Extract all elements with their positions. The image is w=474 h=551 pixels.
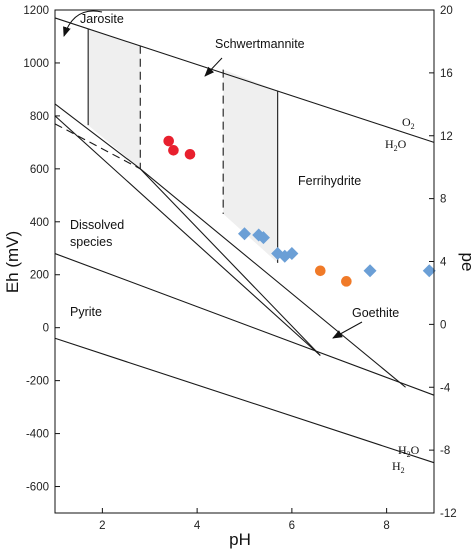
x-tick-label-8: 8 xyxy=(383,520,389,532)
pe-tick-label-20: 20 xyxy=(440,5,453,17)
boundary-lines xyxy=(54,17,435,464)
region-label-pyrite: Pyrite xyxy=(70,305,102,319)
x-tick-label-4: 4 xyxy=(194,520,201,532)
y-tick-label-400: 400 xyxy=(30,217,49,229)
y-tick-label--400: -400 xyxy=(26,429,49,441)
data-point-diamond-3 xyxy=(256,231,270,245)
line-pyrite-upper xyxy=(54,253,435,396)
region-label-ferrihydrite: Ferrihydrite xyxy=(298,174,361,188)
y-tick-label-600: 600 xyxy=(30,164,49,176)
region-label-dissolved: Dissolved xyxy=(70,218,124,232)
label-h2o-upper: H2O xyxy=(385,137,407,153)
data-point-circle-1-3 xyxy=(184,148,196,160)
pe-tick-label-12: 12 xyxy=(440,131,453,143)
line-dissolved-pyrite-diag xyxy=(54,115,321,356)
x-tick-label-6: 6 xyxy=(289,520,295,532)
shaded-region-1 xyxy=(88,28,141,169)
line-h2o-h2 xyxy=(54,337,435,464)
x-tick-label-2: 2 xyxy=(99,520,105,532)
schwertmannite-arrow xyxy=(204,57,223,77)
data-point-diamond-7 xyxy=(363,264,377,278)
region-label-goethite: Goethite xyxy=(352,306,399,320)
y-tick-label--200: -200 xyxy=(26,376,49,388)
pe-tick-label--8: -8 xyxy=(440,445,450,457)
y-tick-label-800: 800 xyxy=(30,111,49,123)
region-label-schwertmannite: Schwertmannite xyxy=(215,37,305,51)
y-axis-title-right: pe xyxy=(458,253,474,272)
shaded-region-2 xyxy=(223,69,278,263)
goethite-arrow xyxy=(332,321,363,339)
line-dissolved-boundary xyxy=(54,103,141,170)
label-o2: O2 xyxy=(402,115,415,131)
y-tick-label--600: -600 xyxy=(26,482,49,494)
data-point-circle-1-1 xyxy=(163,135,174,147)
y-tick-label-0: 0 xyxy=(43,323,49,335)
axis-ticks: 2 4 6 8-600-400-200020040060080010001200-12… xyxy=(23,5,456,532)
pe-tick-label-8: 8 xyxy=(440,194,446,206)
shaded-stability-fields xyxy=(88,28,278,263)
pe-tick-label--12: -12 xyxy=(440,508,457,520)
data-point-diamond-1 xyxy=(238,227,251,241)
y-tick-label-1000: 1000 xyxy=(23,58,49,70)
line-schw-lower xyxy=(139,168,406,388)
label-h2o-lower: H2O xyxy=(398,443,420,459)
data-points xyxy=(163,135,436,287)
jarosite-arrow xyxy=(63,10,103,37)
region-label-jarosite: Jarosite xyxy=(80,12,124,26)
y-tick-label-200: 200 xyxy=(30,270,49,282)
line-goethite-bottom xyxy=(139,168,321,356)
line-o2-h2o xyxy=(54,17,435,143)
label-h2: H2 xyxy=(392,459,405,475)
y-tick-label-1200: 1200 xyxy=(23,5,49,17)
pe-tick-label-16: 16 xyxy=(440,68,453,80)
data-point-diamond-6 xyxy=(285,247,299,261)
region-label-species: species xyxy=(70,235,112,249)
dashed-line-jar-bottom xyxy=(54,123,141,170)
pe-tick-label--4: -4 xyxy=(440,382,451,394)
data-point-circle-1-2 xyxy=(168,145,179,156)
pe-tick-label-0: 0 xyxy=(440,319,446,331)
y-axis-title-left: Eh (mV) xyxy=(3,231,22,293)
data-point-circle-2-2 xyxy=(341,276,352,287)
data-point-circle-2-1 xyxy=(315,265,326,277)
data-point-diamond-8 xyxy=(422,264,436,278)
pe-tick-label-4: 4 xyxy=(440,257,447,269)
x-axis-title: pH xyxy=(229,530,251,549)
